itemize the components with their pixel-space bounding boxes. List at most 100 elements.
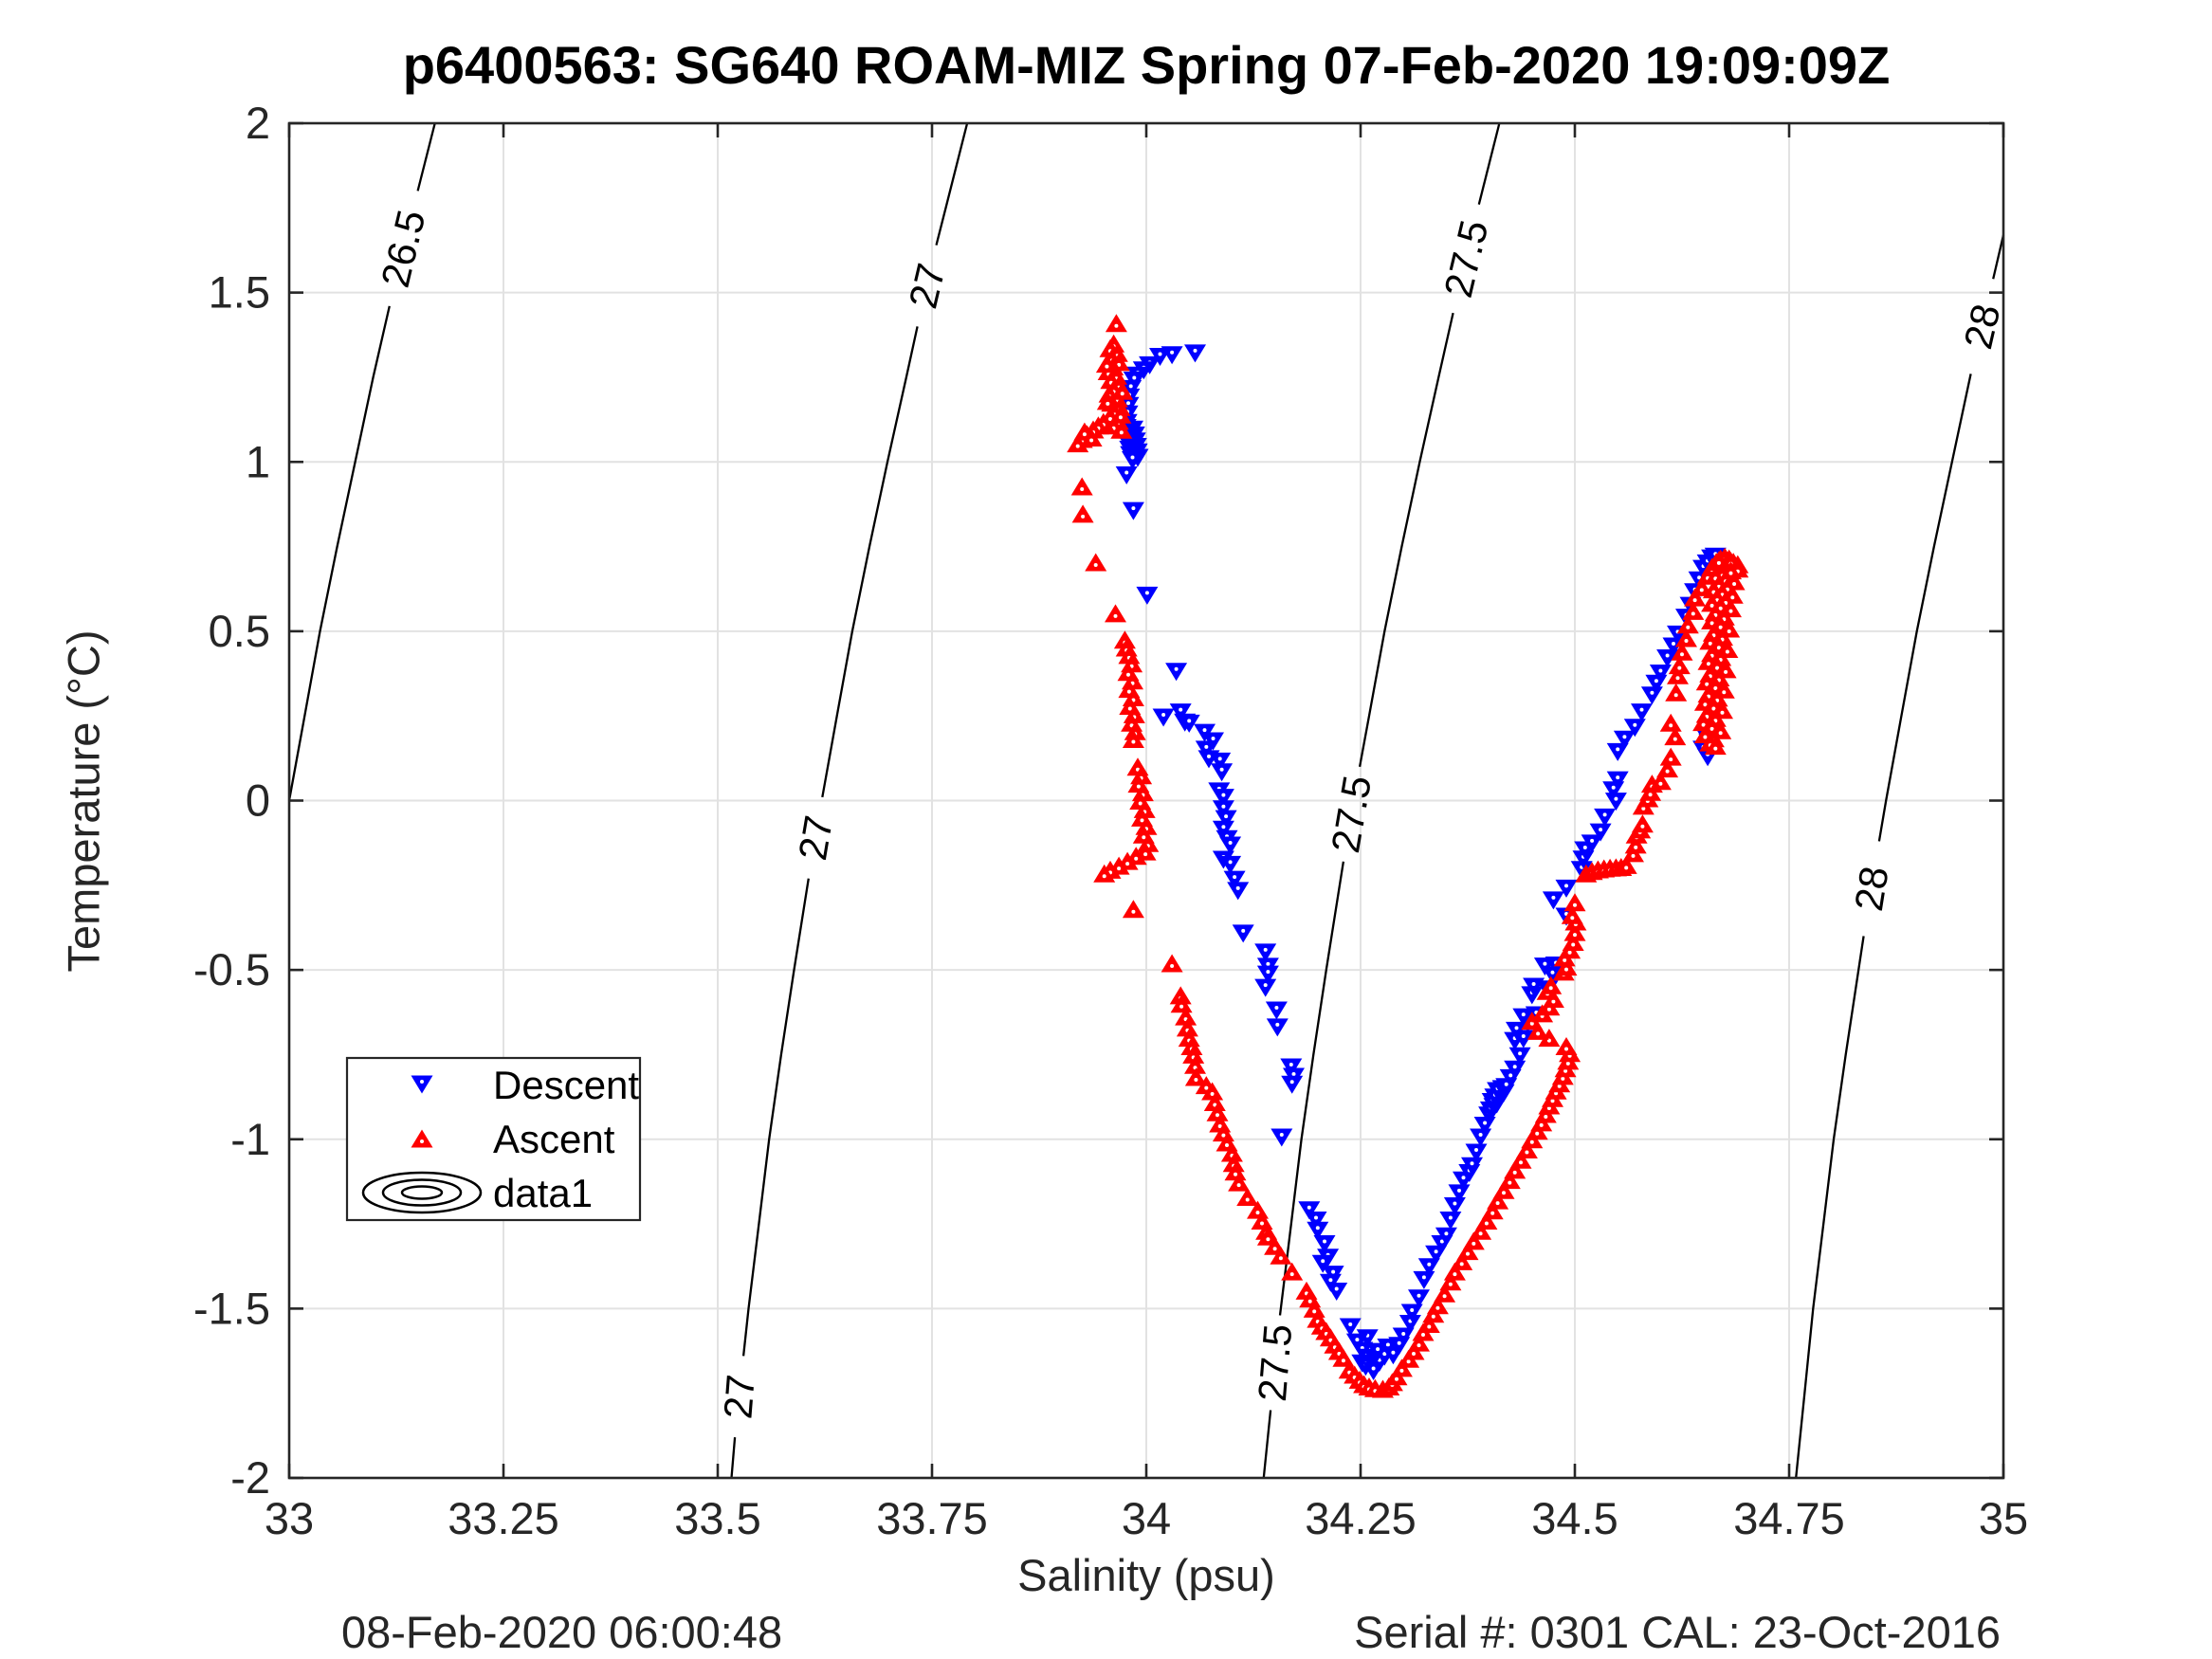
y-tick-label: 2 (246, 98, 270, 148)
descent-marker (1211, 763, 1234, 782)
marker-dot (1266, 1237, 1271, 1242)
marker-dot (1692, 598, 1697, 603)
marker-dot (1245, 1197, 1250, 1202)
marker-dot (1289, 1272, 1294, 1277)
marker-dot (1521, 1012, 1526, 1017)
contour-label: 27 (715, 1373, 763, 1420)
descent-marker (1280, 1058, 1303, 1077)
ascent-marker (1434, 1284, 1456, 1303)
ascent-marker (1704, 737, 1727, 756)
marker-dot (1126, 672, 1130, 677)
marker-dot (1567, 950, 1572, 955)
descent-marker (1555, 879, 1578, 898)
marker-dot (1435, 1305, 1440, 1310)
marker-dot (1673, 693, 1678, 698)
ascent-marker (1475, 1212, 1498, 1230)
ascent-marker (1206, 1103, 1229, 1121)
marker-dot (1202, 728, 1207, 733)
marker-dot (1716, 560, 1721, 565)
marker-dot (1512, 1170, 1517, 1175)
contour-label: 27 (790, 812, 841, 864)
marker-dot (1221, 825, 1226, 830)
marker-dot (1434, 1249, 1438, 1254)
marker-dot (1470, 1161, 1474, 1166)
descent-marker (1435, 1227, 1457, 1246)
ascent-marker (1443, 1262, 1466, 1281)
marker-dot (1563, 957, 1567, 962)
descent-marker (1400, 1304, 1423, 1322)
marker-dot (1439, 1239, 1444, 1244)
marker-dot (1417, 1343, 1421, 1348)
ascent-marker (1504, 1160, 1526, 1179)
marker-dot (1622, 735, 1627, 739)
marker-dot (1179, 1004, 1184, 1009)
ascent-marker (1659, 713, 1682, 732)
marker-dot (1725, 649, 1729, 654)
ascent-marker (1175, 1007, 1197, 1026)
marker-dot (1431, 1314, 1435, 1319)
ascent-marker (1182, 1045, 1205, 1064)
ascent-marker (1417, 1315, 1440, 1333)
marker-dot (1174, 666, 1179, 671)
ascent-marker (1563, 922, 1586, 941)
ascent-marker (1111, 381, 1134, 400)
legend-label: data1 (493, 1171, 593, 1215)
marker-dot (1564, 884, 1568, 888)
ascent-marker (1113, 630, 1136, 649)
marker-dot (1427, 1262, 1432, 1267)
marker-dot (1082, 432, 1087, 437)
marker-dot (1508, 1180, 1512, 1185)
ascent-marker (1390, 1358, 1413, 1377)
marker-dot (1573, 902, 1577, 907)
marker-dot (1382, 1352, 1387, 1357)
y-tick-label: -1 (230, 1114, 270, 1164)
marker-dot (1514, 1026, 1519, 1030)
descent-marker (1413, 1270, 1435, 1289)
marker-dot (1709, 603, 1714, 608)
descent-marker (1281, 1075, 1304, 1094)
ascent-marker (1184, 1055, 1206, 1074)
x-tick-label: 35 (1979, 1493, 2028, 1543)
marker-dot (1217, 757, 1222, 761)
descent-marker (1136, 586, 1159, 605)
marker-dot (1713, 686, 1718, 690)
marker-dot (1113, 613, 1118, 618)
marker-dot (1699, 588, 1704, 592)
y-tick-label: 0 (246, 775, 270, 826)
ascent-marker (1684, 588, 1707, 607)
marker-dot (1728, 609, 1733, 613)
ascent-marker (1671, 642, 1693, 661)
marker-dot (1289, 1063, 1293, 1066)
marker-dot (1697, 575, 1702, 580)
marker-dot (1639, 707, 1644, 712)
marker-dot (1563, 1068, 1568, 1073)
descent-marker (1613, 730, 1636, 749)
marker-dot (1279, 1133, 1284, 1137)
marker-dot (1461, 1176, 1466, 1180)
descent-marker (1227, 882, 1250, 901)
marker-dot (1518, 1051, 1523, 1056)
marker-dot (1194, 1078, 1198, 1082)
marker-dot (1075, 444, 1080, 448)
descent-marker (1223, 870, 1246, 889)
marker-dot (1213, 1103, 1217, 1107)
marker-dot (1291, 1072, 1296, 1076)
descent-marker (1631, 703, 1653, 722)
marker-dot (1551, 895, 1556, 900)
descent-marker (1448, 1184, 1471, 1203)
ascent-marker (1184, 1067, 1207, 1086)
marker-dot (1117, 866, 1122, 871)
marker-dot (1561, 1076, 1565, 1081)
marker-dot (1093, 563, 1098, 567)
descent-marker (1470, 1128, 1492, 1147)
marker-dot (1266, 961, 1271, 966)
contour-line-26.5 (416, 122, 436, 191)
descent-marker (1589, 823, 1612, 842)
marker-dot (1672, 642, 1675, 646)
marker-dot (1136, 784, 1141, 789)
ascent-marker (1067, 434, 1089, 453)
ascent-marker (1481, 1201, 1504, 1220)
ascent-marker (1105, 604, 1126, 623)
marker-dot (1412, 1352, 1416, 1356)
marker-dot (1117, 362, 1122, 367)
